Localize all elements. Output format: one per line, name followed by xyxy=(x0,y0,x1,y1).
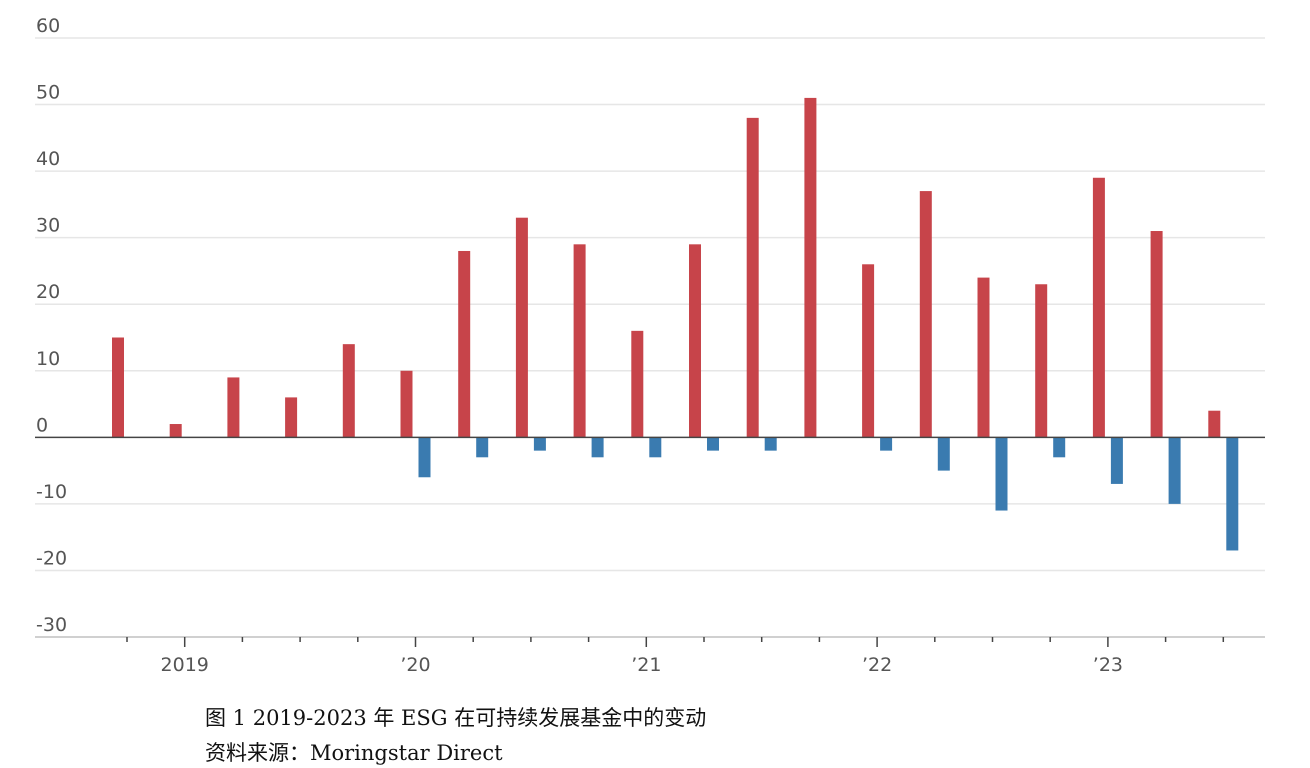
bar-negative xyxy=(880,437,893,451)
bar-negative xyxy=(764,437,777,451)
y-tick-label: -10 xyxy=(36,481,67,503)
bar-negative xyxy=(1168,437,1181,504)
bar-negative xyxy=(1226,437,1239,551)
figure-caption: 图 1 2019-2023 年 ESG 在可持续发展基金中的变动 xyxy=(205,706,707,730)
x-tick-label: 2019 xyxy=(161,654,209,676)
bar-positive xyxy=(689,244,701,438)
bar-positive xyxy=(1035,284,1048,438)
y-tick-label: -20 xyxy=(36,547,67,569)
bar-positive xyxy=(400,370,413,438)
bar-positive xyxy=(285,397,298,438)
bar-negative xyxy=(533,437,546,451)
bar-positive xyxy=(227,377,240,438)
bar-positive xyxy=(112,337,124,438)
gridlines xyxy=(35,37,1265,638)
bar-positive xyxy=(1150,231,1163,438)
y-tick-label: 30 xyxy=(36,215,60,237)
axes xyxy=(35,436,1265,638)
bar-negative xyxy=(707,437,719,451)
bar-positive xyxy=(515,217,528,438)
y-axis-tick-labels: 60 50 40 30 20 10 0 -10 -20 -30 xyxy=(36,15,67,636)
bar-positive xyxy=(746,117,759,438)
bar-positive xyxy=(919,191,932,438)
y-tick-label: 10 xyxy=(36,348,60,370)
y-tick-label: 50 xyxy=(36,82,60,104)
bar-negative xyxy=(591,437,604,458)
bar-negative xyxy=(649,437,662,458)
bar-positive xyxy=(804,97,817,438)
x-tick-label: ’22 xyxy=(862,654,892,676)
x-tick-label: ’21 xyxy=(631,654,661,676)
bar-positive xyxy=(1208,410,1221,438)
bar-positive xyxy=(862,264,875,438)
y-tick-label: 0 xyxy=(36,414,48,436)
x-tick-label: ’23 xyxy=(1093,654,1123,676)
bar-negative xyxy=(937,437,950,471)
bar-negative xyxy=(995,437,1008,511)
y-tick-label: 20 xyxy=(36,281,60,303)
bar-positive xyxy=(458,250,471,438)
bar-negative xyxy=(1110,437,1123,484)
source-note: 资料来源：Moringstar Direct xyxy=(205,741,503,765)
bar-positive xyxy=(573,244,586,438)
x-tick-label: ’20 xyxy=(400,654,430,676)
bars xyxy=(112,97,1239,551)
bar-negative xyxy=(1053,437,1066,458)
bar-positive xyxy=(1092,177,1105,438)
x-axis-ticks: 2019 ’20 ’21 ’22 ’23 xyxy=(126,637,1225,676)
bar-positive xyxy=(342,344,355,438)
bar-negative xyxy=(476,437,489,458)
esg-fund-flow-chart: 60 50 40 30 20 10 0 -10 -20 -30 2019 ’20 ’21 ’22 ’23 xyxy=(35,15,1265,676)
bar-negative xyxy=(418,437,431,478)
bar-positive xyxy=(169,424,182,438)
y-tick-label: 40 xyxy=(36,148,60,170)
y-tick-label: -30 xyxy=(36,614,67,636)
bar-positive xyxy=(631,330,644,438)
bar-positive xyxy=(977,277,990,438)
y-tick-label: 60 xyxy=(36,15,60,37)
